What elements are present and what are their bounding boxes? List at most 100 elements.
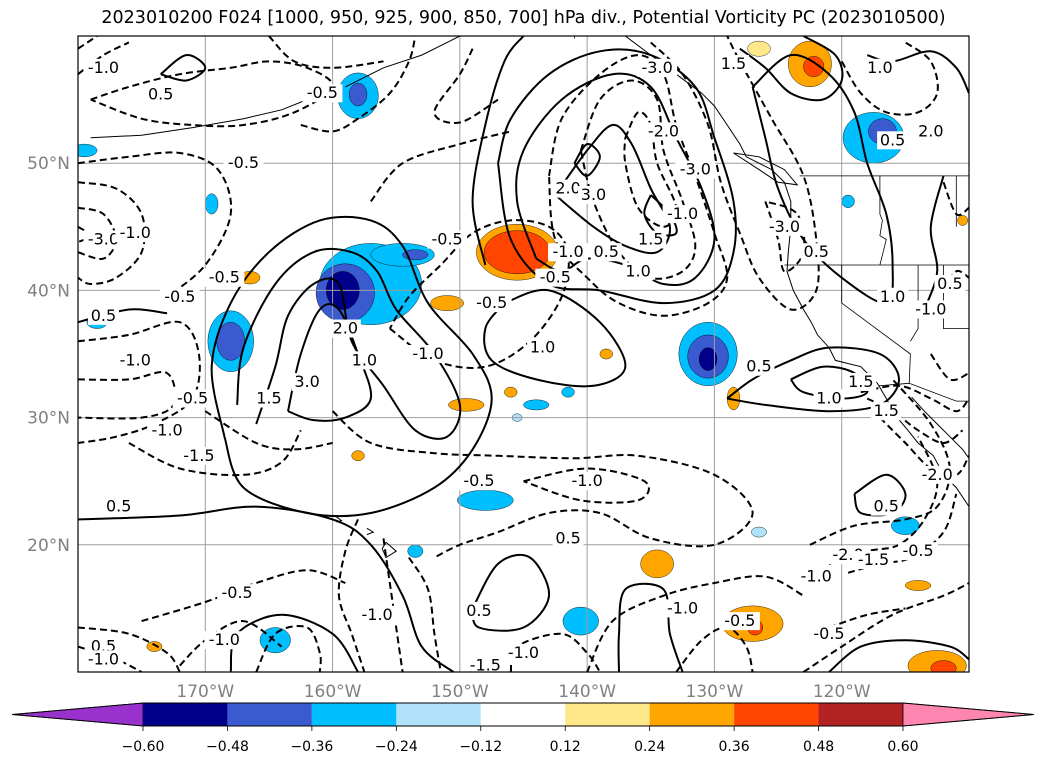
colorbar-label-0: −0.60 [122, 739, 165, 755]
contour-solid-18 [617, 582, 684, 672]
contour-dashed-39 [204, 410, 333, 451]
contour-label-39: -1.0 [915, 299, 946, 318]
coastline-5 [381, 541, 398, 559]
border-4 [879, 175, 887, 266]
contour-dashed-41 [331, 410, 754, 559]
map-frame [77, 35, 970, 673]
coastlines [90, 36, 969, 559]
contour-dashed-42 [523, 467, 650, 504]
shaded-area-44 [930, 660, 957, 672]
contour-label-65: -1.5 [470, 656, 501, 675]
contour-dashed-54 [802, 582, 969, 672]
contour-label-31: -3.0 [642, 58, 673, 77]
contour-dashed-24 [548, 54, 729, 317]
contour-label-17: 1.0 [352, 350, 377, 369]
lon-tick-3: 140°W [558, 682, 616, 702]
contour-label-25: -3.0 [680, 160, 711, 179]
colorbar-swatch-7 [734, 703, 819, 726]
contour-label-57: -1.0 [209, 630, 240, 649]
contour-label-44: 1.0 [816, 389, 841, 408]
contour-dashed-64 [828, 607, 906, 629]
contour-label-64: -1.0 [508, 643, 539, 662]
shaded-area-25 [448, 398, 485, 412]
shaded-area-42 [905, 580, 932, 591]
lon-tick-0: 170°W [176, 682, 234, 702]
shaded-area-30 [351, 450, 365, 462]
contour-label-46: -1.0 [572, 471, 603, 490]
contour-label-63: -0.5 [813, 624, 844, 643]
shaded-area-37 [562, 606, 599, 636]
shaded-area-32 [457, 489, 514, 511]
gridlines [78, 36, 969, 672]
contour-dashed-55 [809, 378, 951, 546]
shaded-area-34 [640, 549, 674, 579]
shaded-area-8 [205, 193, 219, 215]
contour-solid-0 [236, 248, 462, 440]
contour-label-60: 0.5 [466, 601, 491, 620]
shaded-area-20 [430, 295, 464, 311]
contour-label-56: -1.0 [362, 605, 393, 624]
colorbar-swatch-2 [311, 703, 397, 726]
colorbar-label-9: 0.60 [887, 739, 918, 755]
contour-solid-14 [923, 175, 945, 310]
contour-label-37: 0.5 [804, 242, 829, 261]
contour-dashed-47 [179, 620, 283, 667]
contour-dashed-50 [255, 625, 322, 672]
shaded-area-46 [957, 215, 968, 226]
lon-tick-5: 120°W [813, 682, 871, 702]
contour-label-30: 0.5 [594, 242, 619, 261]
border-3 [878, 382, 969, 402]
lon-tick-1: 160°W [304, 682, 362, 702]
contour-label-38: 1.0 [880, 287, 905, 306]
contour-solid-15 [853, 473, 907, 517]
contour-label-54: 0.5 [555, 528, 580, 547]
colorbar-swatch-1 [227, 703, 312, 726]
contour-label-5: -1.0 [120, 223, 151, 242]
contour-label-41: -0.5 [540, 268, 571, 287]
contour-label-51: -1.5 [858, 550, 889, 569]
colorbar-swatch-8 [818, 703, 903, 726]
border-2 [841, 265, 911, 384]
coastline-2 [625, 36, 969, 507]
coastline-6 [366, 527, 375, 536]
contour-dashed-66 [268, 36, 384, 69]
contour-label-55: -0.5 [221, 583, 252, 602]
colorbar-swatch-5 [565, 703, 650, 726]
contour-label-22: -1.0 [552, 242, 583, 261]
contour-dashed-37 [78, 371, 177, 420]
contour-label-43: 1.5 [848, 372, 873, 391]
coastline-3 [911, 396, 969, 459]
contour-lines [78, 36, 969, 672]
contour-solid-16 [471, 553, 551, 632]
contour-label-35: 2.0 [918, 121, 943, 140]
contour-solid-17 [229, 613, 359, 672]
contour-solid-12 [790, 365, 869, 400]
contour-label-16: 2.0 [333, 319, 358, 338]
contour-solid-13 [751, 53, 894, 305]
contour-label-9: -1.0 [120, 350, 151, 369]
colorbar-label-5: 0.12 [550, 739, 581, 755]
contour-dashed-30 [90, 60, 334, 128]
border-8 [910, 265, 919, 342]
contour-dashed-53 [509, 632, 601, 672]
contour-label-21: -0.5 [432, 230, 463, 249]
shaded-area-33 [407, 544, 424, 558]
contour-dashed-43 [337, 519, 366, 672]
contour-label-15: 3.0 [294, 372, 319, 391]
contour-label-4: -3.0 [88, 230, 119, 249]
contour-label-32: 1.5 [721, 54, 746, 73]
contour-dashed-44 [382, 538, 404, 672]
contour-label-33: 1.0 [867, 58, 892, 77]
colorbar-label-7: 0.36 [719, 739, 750, 755]
contour-label-47: -0.5 [463, 471, 494, 490]
contour-label-10: -0.5 [177, 389, 208, 408]
contour-dashed-32 [78, 151, 233, 298]
contour-label-59: -1.0 [88, 649, 119, 668]
contour-dashed-60 [860, 384, 969, 413]
contour-solid-6 [573, 143, 601, 177]
contour-dashed-27 [650, 36, 820, 311]
contour-dashed-68 [78, 36, 98, 50]
contour-dashed-65 [840, 41, 939, 116]
colorbar-label-1: −0.48 [206, 739, 249, 755]
